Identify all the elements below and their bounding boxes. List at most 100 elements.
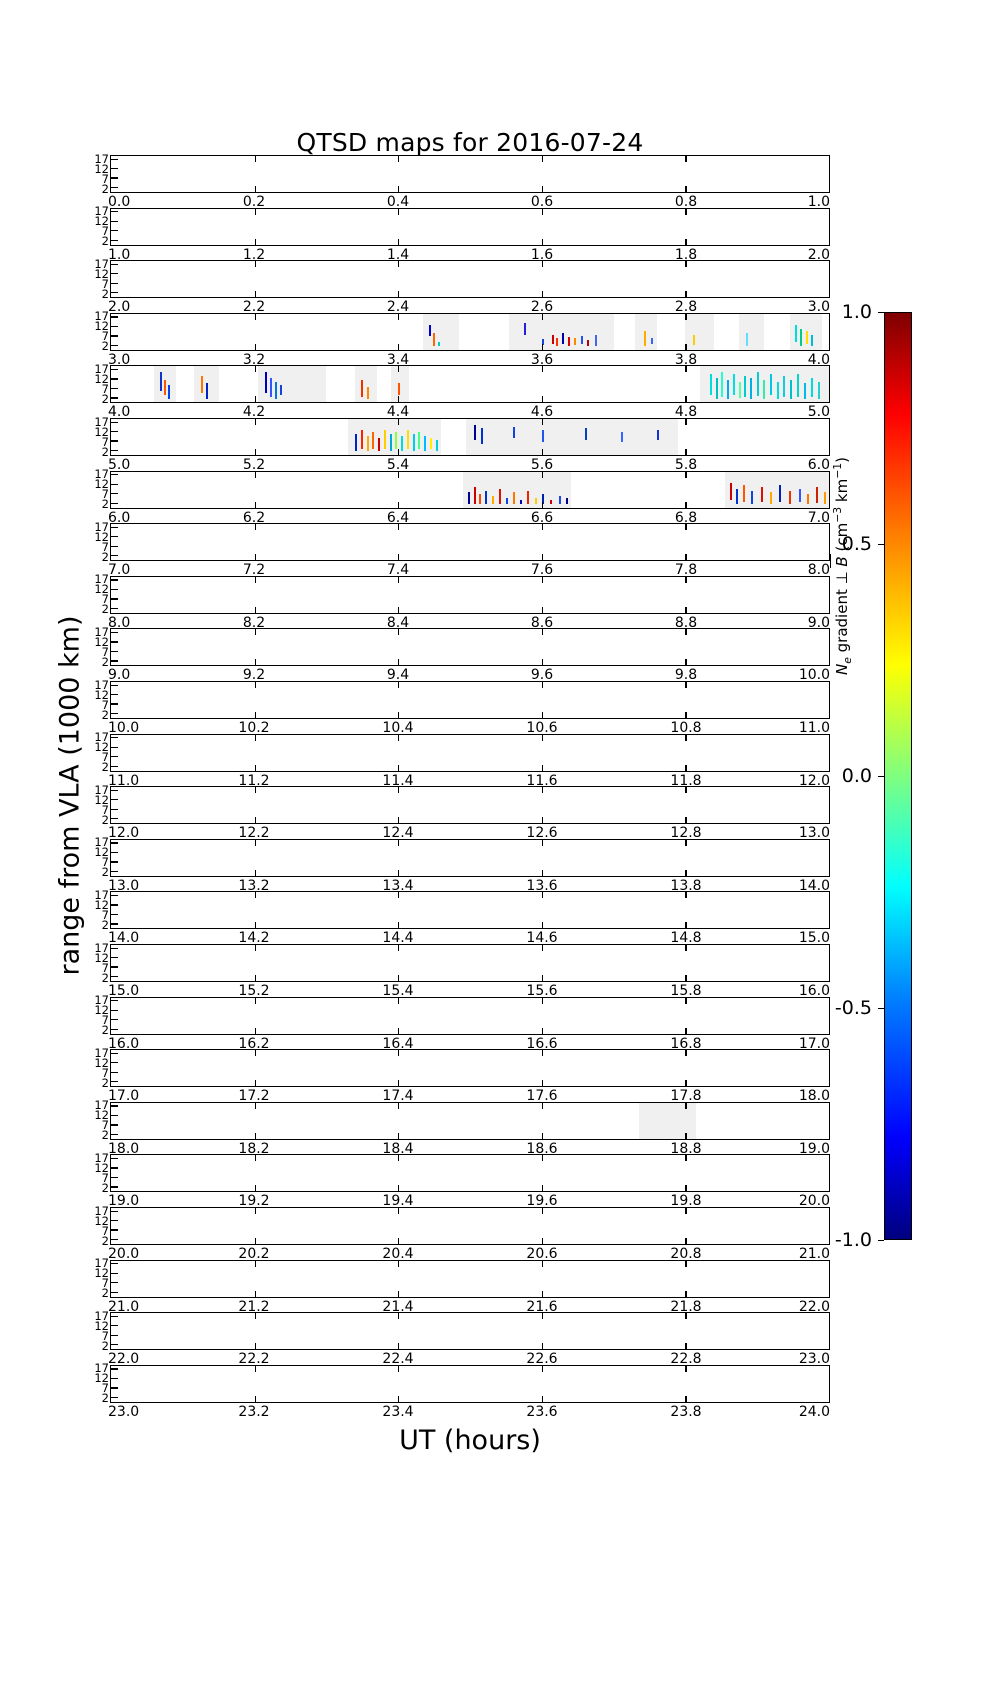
y-tick-label: 7 [101,434,109,449]
time-panel[interactable]: 17 12 7 2 17.0 17.2 17.4 17.6 17.8 18.0 [94,1047,830,1104]
time-panel[interactable]: 17 12 7 2 5.0 5.2 5.4 5.6 5.8 6.0 [94,416,830,473]
x-tick-mark [685,712,687,718]
time-panel[interactable]: 17 12 7 2 9.0 9.2 9.4 9.6 9.8 10.0 [94,626,830,683]
y-tick-mark [111,588,118,591]
time-panel[interactable]: 17 12 7 2 8.0 8.2 8.4 8.6 8.8 9.0 [94,574,830,631]
data-mark [412,434,415,452]
y-tick-mark [111,344,118,347]
y-tick-mark [111,712,118,715]
page-title: QTSD maps for 2016-07-24 [296,128,644,157]
data-mark [811,334,814,347]
x-tick-mark [254,501,256,508]
data-mark [744,375,747,397]
y-tick-mark [111,1114,118,1117]
data-mark [778,484,781,502]
x-tick-label: 20.0 [798,1193,830,1210]
coverage-band [638,1102,697,1139]
data-mark [366,436,369,452]
x-tick-mark [541,629,544,636]
time-panel[interactable]: 17 12 7 2 19.0 19.2 19.4 19.6 19.8 20.0 [94,1152,830,1209]
x-tick-label: 6.0 [807,457,830,473]
colorbar[interactable] [884,312,912,1240]
time-panel[interactable]: 17 12 7 2 1.0 1.2 1.4 1.6 1.8 2.0 [94,206,830,263]
time-panel[interactable]: 17 12 7 2 11.0 11.2 11.4 11.6 11.8 12.0 [94,732,830,789]
x-tick-label: 14.0 [798,877,830,894]
y-tick-mark [111,851,118,854]
x-tick-mark [541,419,544,425]
data-mark [541,430,544,442]
y-tick-label: 7 [101,224,109,239]
time-panel[interactable]: 17 12 7 2 7.0 7.2 7.4 7.6 7.8 8.0 [94,521,830,578]
x-tick-mark [685,291,687,298]
x-tick-mark [541,975,544,981]
time-panel[interactable]: 17 12 7 2 20.0 20.2 20.4 20.6 20.8 21.0 [94,1205,830,1262]
time-panel[interactable]: 17 12 7 2 3.0 3.2 3.4 3.6 3.8 4.0 [94,311,830,368]
x-tick-mark [398,682,400,688]
x-tick-label: 4.0 [108,404,131,421]
x-tick-label: 0.8 [674,194,698,210]
time-panel[interactable]: 17 12 7 2 14.0 14.2 14.4 14.6 14.8 15.0 [94,889,830,946]
x-tick-mark [398,238,400,245]
y-tick-mark [111,1272,118,1274]
panel-axes [110,1207,830,1245]
data-mark [751,490,754,504]
y-tick-mark [111,449,118,452]
y-tick-label: 12 [94,792,109,807]
x-tick-mark [541,1080,544,1087]
y-tick-label: 17 [94,519,109,534]
y-tick-mark [111,799,118,801]
y-tick-label: 17 [94,309,109,324]
y-tick-label: 7 [101,592,109,607]
y-tick-label: 12 [94,529,109,544]
data-mark [275,381,278,399]
x-tick-label: 20.6 [526,1246,558,1262]
data-mark [280,385,283,395]
x-tick-label: 19.0 [798,1140,830,1157]
x-tick-mark [541,501,544,508]
panel-axes [110,891,830,930]
time-panel[interactable]: 17 12 7 2 10.0 10.2 10.4 10.6 10.8 11.0 [94,679,830,736]
x-tick-mark [541,156,544,162]
data-mark [692,334,695,346]
x-tick-mark [254,606,256,613]
x-tick-label: 15.8 [670,983,702,999]
data-mark [721,372,724,397]
y-tick-label: 7 [101,487,109,502]
time-panel[interactable]: 17 12 7 2 16.0 16.2 16.4 16.6 16.8 17.0 [94,995,830,1052]
time-panel[interactable]: 17 12 7 2 6.0 6.2 6.4 6.6 6.8 7.0 [94,469,830,526]
data-mark [770,373,773,395]
data-mark [811,377,814,397]
coverage-band [193,366,219,403]
time-panel[interactable]: 17 12 7 2 0.0 0.2 0.4 0.6 0.8 1.0 [94,153,830,210]
time-panel[interactable]: 17 12 7 2 18.0 18.2 18.4 18.6 18.8 19.0 [94,1100,830,1157]
x-tick-label: 18.0 [108,1140,140,1157]
time-panel[interactable]: 17 12 7 2 4.0 4.2 4.4 4.6 4.8 5.0 [94,363,830,420]
time-panel[interactable]: 17 12 7 2 12.0 12.2 12.4 12.6 12.8 13.0 [94,784,830,841]
x-tick-mark [254,449,256,455]
x-tick-mark [254,396,256,403]
x-tick-mark [685,156,687,162]
x-tick-label: 14.4 [382,930,414,947]
data-mark [424,436,427,452]
time-panel[interactable]: 17 12 7 2 15.0 15.2 15.4 15.6 15.8 16.0 [94,942,830,999]
y-tick-mark [111,660,118,662]
x-tick-mark [254,817,256,824]
data-mark [788,490,791,504]
y-tick-label: 17 [94,887,109,902]
y-tick-mark [111,607,118,610]
time-panel[interactable]: 17 12 7 2 2.0 2.2 2.4 2.6 2.8 3.0 [94,258,830,315]
y-tick-mark [111,1028,118,1030]
x-tick-label: 12.4 [382,825,414,842]
y-tick-label: 7 [101,960,109,975]
x-tick-mark [685,975,687,981]
x-tick-mark [398,291,400,298]
x-tick-mark [541,922,544,929]
time-panel[interactable]: 17 12 7 2 23.0 23.2 23.4 23.6 23.8 24.0 [94,1363,830,1420]
y-tick-mark [111,975,118,978]
time-panel[interactable]: 17 12 7 2 13.0 13.2 13.4 13.6 13.8 14.0 [94,837,830,894]
y-tick-label: 7 [101,1013,109,1028]
y-tick-label: 2 [101,1286,109,1301]
time-panel[interactable]: 17 12 7 2 22.0 22.2 22.4 22.6 22.8 23.0 [94,1310,830,1367]
time-panel[interactable]: 17 12 7 2 21.0 21.2 21.4 21.6 21.8 22.0 [94,1258,830,1315]
x-tick-mark [398,208,400,215]
